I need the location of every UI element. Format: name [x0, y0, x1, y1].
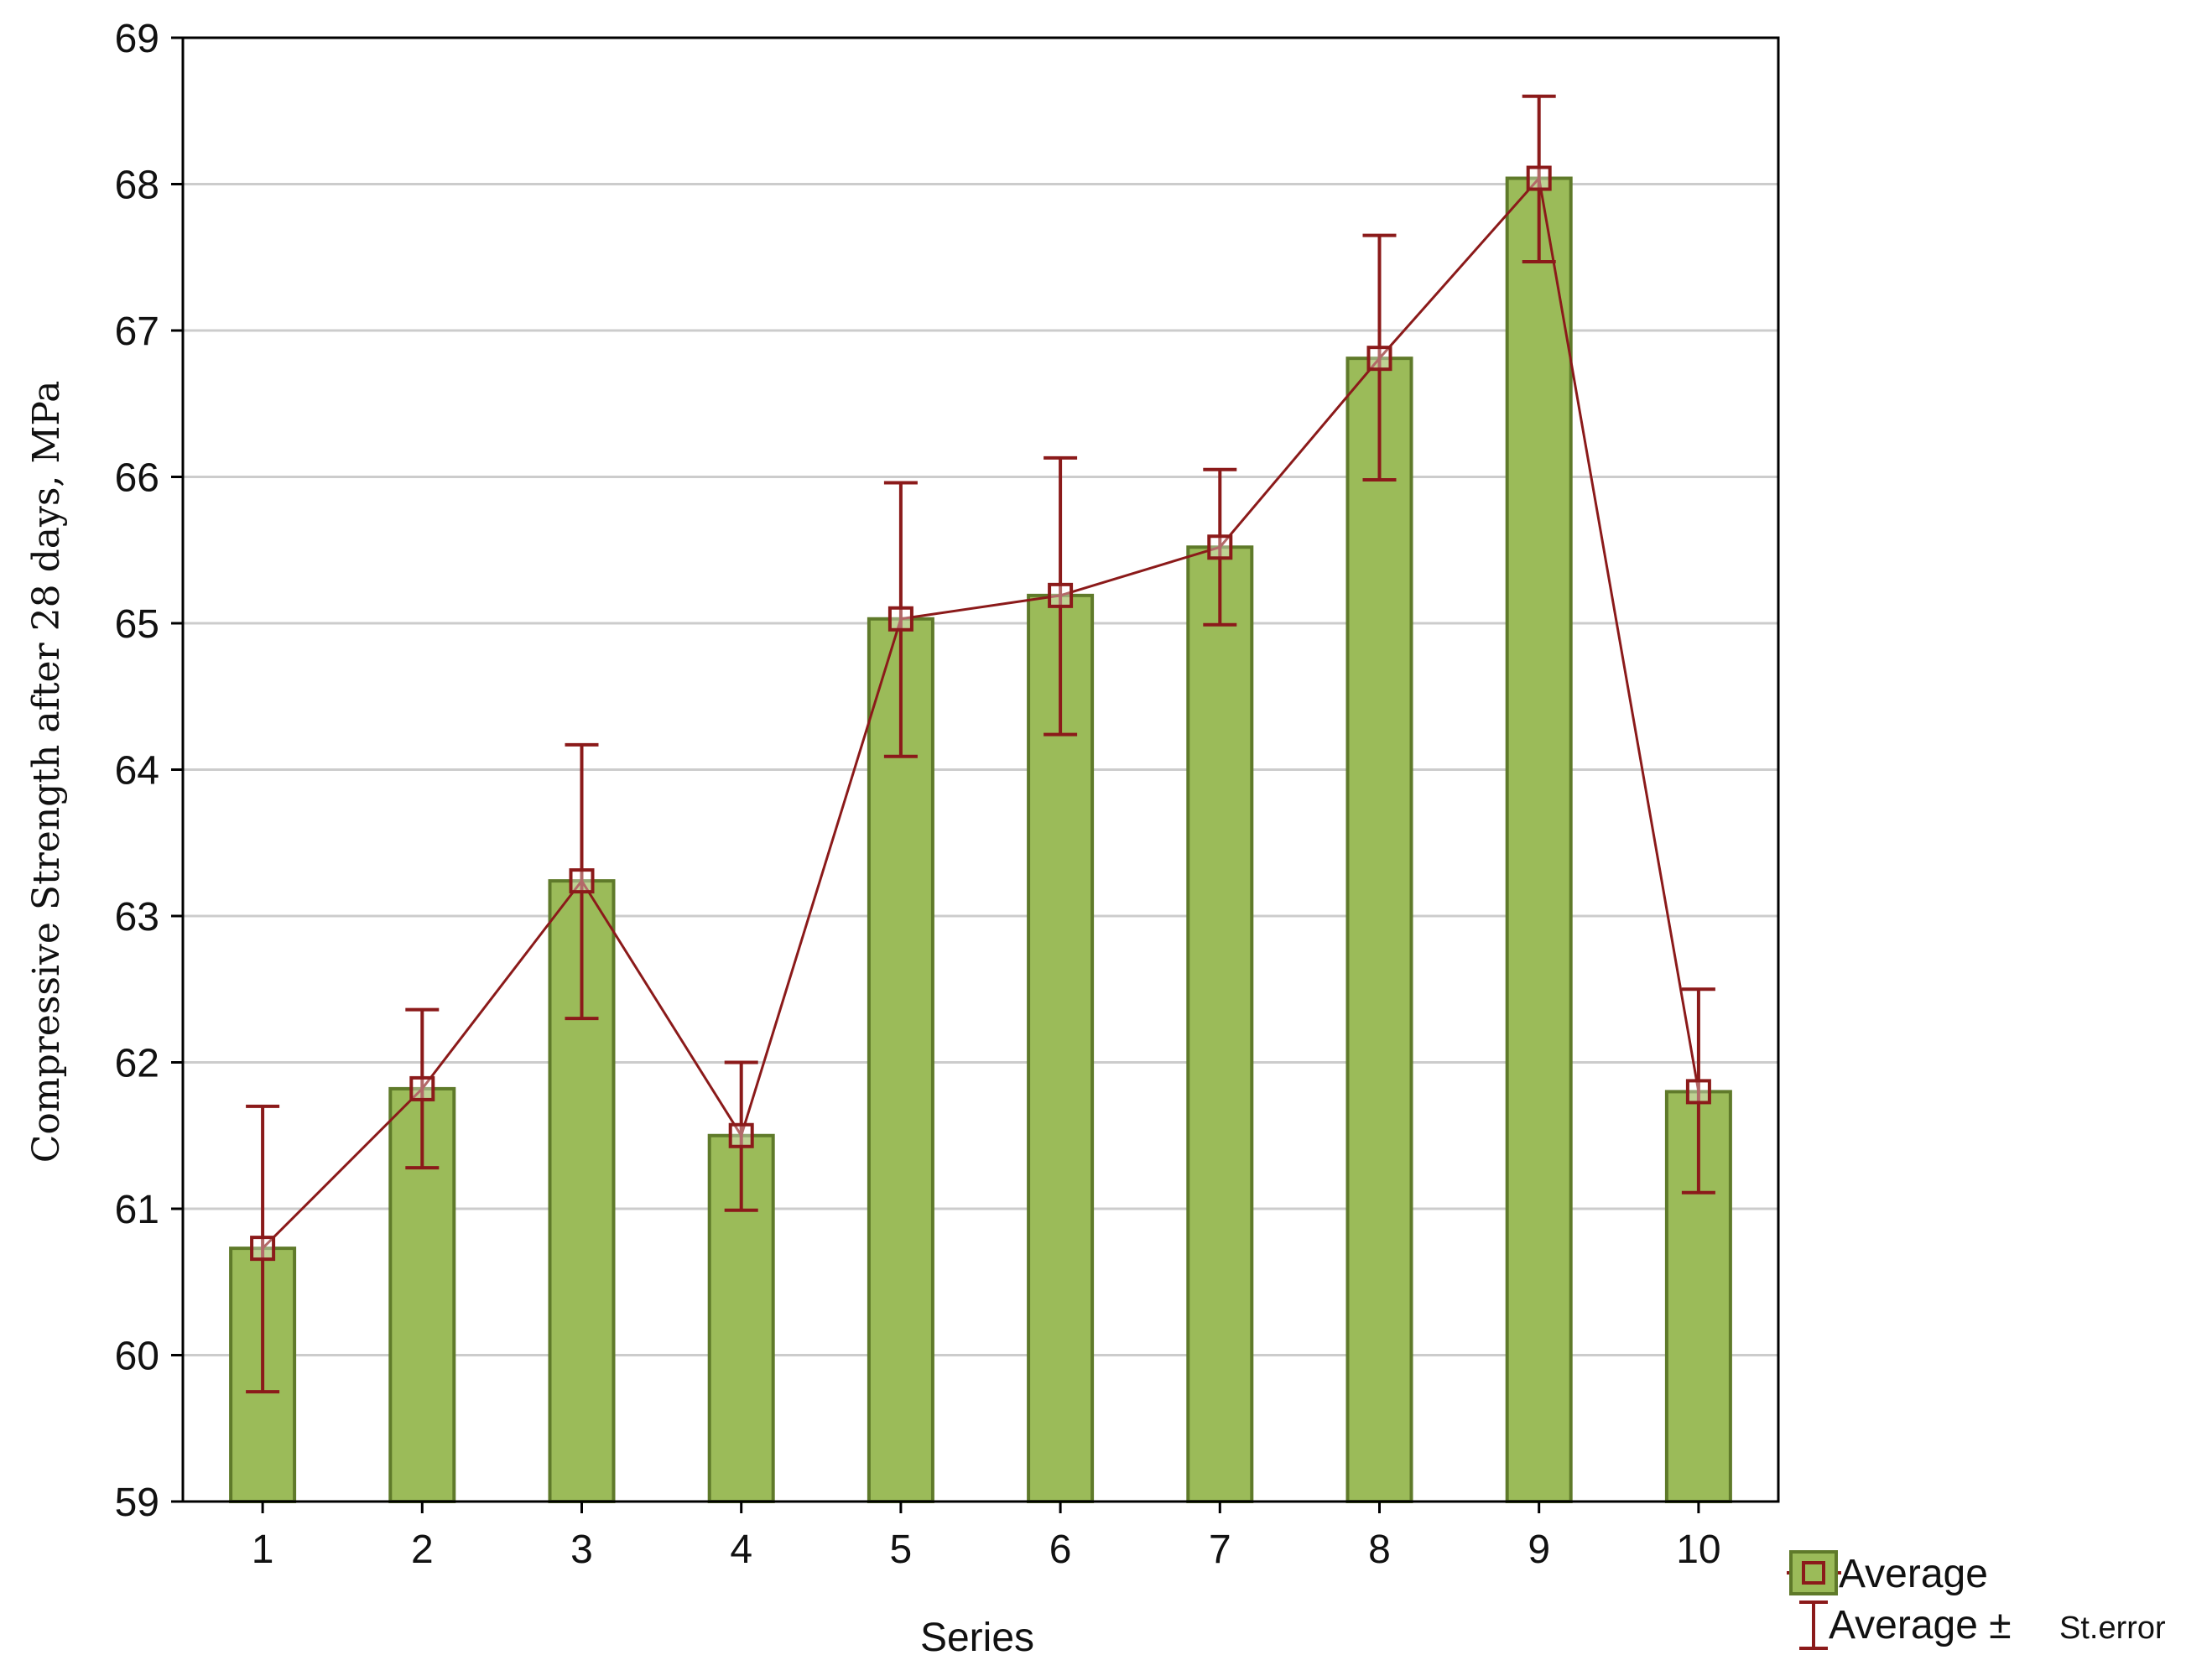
y-axis-title: Compressive Strength after 28 days, MPa	[25, 381, 68, 1163]
y-tick-label-66: 66	[115, 456, 159, 501]
y-tick-label-62: 62	[115, 1042, 159, 1086]
x-tick-label-10: 10	[1676, 1528, 1720, 1572]
x-axis-title: Series	[920, 1616, 1034, 1660]
average-line	[262, 175, 1700, 1250]
y-tick-label-61: 61	[115, 1188, 159, 1232]
legend-error-label-suffix: St.error	[2059, 1611, 2166, 1646]
legend: Average Average ± St.error	[1787, 1550, 2166, 1650]
average-line-layer	[262, 175, 1700, 1250]
marker-series-6	[1048, 582, 1074, 608]
x-tick-label-6: 6	[1049, 1528, 1072, 1572]
y-tick-label-64: 64	[115, 749, 159, 794]
y-tick-label-60: 60	[115, 1335, 159, 1379]
marker-series-4	[728, 1122, 754, 1148]
marker-series-2	[409, 1075, 435, 1101]
y-tick-label-63: 63	[115, 895, 159, 939]
x-tick-label-8: 8	[1368, 1528, 1391, 1572]
marker-series-8	[1366, 346, 1392, 372]
y-tick-labels: 59 60 61 62 63 64 65 66 67 68 69	[115, 17, 159, 1525]
y-tick-label-68: 68	[115, 164, 159, 208]
bars-layer	[229, 176, 1732, 1504]
y-tick-label-59: 59	[115, 1481, 159, 1525]
legend-entry-average: Average	[1787, 1550, 1988, 1596]
x-tick-label-1: 1	[252, 1528, 274, 1572]
marker-series-10	[1685, 1079, 1711, 1105]
legend-entry-error: Average ± St.error	[1799, 1601, 2166, 1650]
x-tick-labels: 1 2 3 4 5 6 7 8 9 10	[252, 1528, 1721, 1572]
y-tick-label-69: 69	[115, 17, 159, 61]
plot-frame	[181, 36, 1780, 1503]
x-tick-label-2: 2	[411, 1528, 434, 1572]
legend-error-label: Average ±	[1829, 1603, 2012, 1647]
legend-average-marker	[1802, 1561, 1825, 1585]
y-tick-label-67: 67	[115, 310, 159, 354]
bar-series-8	[1345, 357, 1413, 1503]
y-tick-label-65: 65	[115, 602, 159, 647]
x-tick-label-4: 4	[730, 1528, 752, 1572]
marker-series-7	[1207, 534, 1233, 560]
marker-series-1	[250, 1236, 276, 1262]
x-tick-label-5: 5	[890, 1528, 913, 1572]
bar-series-7	[1186, 545, 1254, 1503]
marker-series-3	[569, 868, 595, 894]
bar-series-9	[1505, 176, 1573, 1503]
x-tick-label-9: 9	[1528, 1528, 1550, 1572]
legend-average-bar-swatch	[1789, 1550, 1838, 1595]
x-tick-label-7: 7	[1209, 1528, 1231, 1572]
legend-average-label: Average	[1839, 1552, 1988, 1596]
marker-series-9	[1526, 165, 1552, 191]
marker-series-5	[887, 606, 913, 632]
markers-layer	[250, 165, 1711, 1262]
axes-layer	[171, 36, 1780, 1513]
x-tick-label-3: 3	[570, 1528, 593, 1572]
